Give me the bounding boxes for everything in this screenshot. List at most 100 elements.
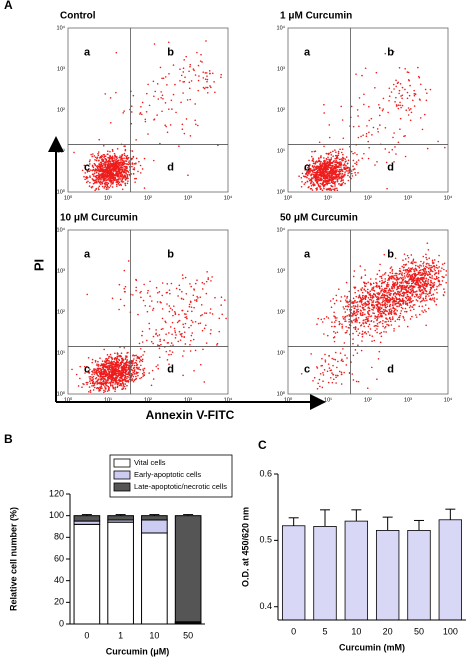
event-dot: [390, 310, 393, 313]
event-dot: [354, 321, 357, 323]
event-dot: [391, 287, 394, 290]
event-dot: [166, 131, 169, 134]
event-dot: [329, 151, 332, 154]
event-dot: [389, 311, 391, 313]
event-dot: [343, 342, 346, 344]
event-dot: [373, 321, 375, 323]
event-dot: [108, 171, 110, 174]
event-dot: [103, 166, 105, 169]
event-dot: [357, 310, 360, 313]
event-dot: [138, 160, 140, 163]
event-dot: [176, 321, 179, 324]
event-dot: [94, 175, 97, 178]
event-dot: [374, 164, 376, 166]
event-dot: [364, 290, 367, 292]
event-dot: [177, 295, 179, 297]
event-dot: [384, 325, 387, 328]
event-dot: [147, 133, 149, 135]
event-dot: [135, 286, 138, 289]
event-dot: [342, 306, 345, 308]
event-dot: [387, 312, 390, 315]
event-dot: [333, 325, 336, 328]
event-dot: [400, 288, 403, 291]
event-dot: [363, 152, 365, 155]
event-dot: [89, 378, 91, 380]
event-dot: [395, 104, 398, 106]
event-dot: [394, 303, 396, 306]
event-dot: [344, 311, 347, 313]
event-dot: [361, 333, 363, 335]
event-dot: [331, 162, 334, 164]
event-dot: [111, 150, 114, 152]
event-dot: [135, 372, 138, 375]
event-dot: [339, 173, 342, 175]
event-dot: [117, 182, 120, 185]
event-dot: [96, 177, 99, 179]
event-dot: [334, 154, 337, 157]
event-dot: [143, 187, 146, 189]
event-dot: [353, 286, 355, 289]
event-dot: [425, 280, 427, 282]
event-dot: [411, 282, 414, 285]
event-dot: [110, 122, 112, 124]
event-dot: [406, 290, 408, 293]
event-dot: [194, 299, 196, 301]
event-dot: [101, 387, 103, 389]
event-dot: [367, 331, 370, 333]
event-dot: [107, 357, 110, 359]
event-dot: [139, 291, 141, 294]
event-dot: [379, 321, 382, 323]
event-dot: [357, 344, 359, 347]
event-dot: [138, 342, 141, 345]
event-dot: [351, 315, 354, 317]
event-dot: [131, 364, 134, 366]
event-dot: [107, 362, 110, 364]
event-dot: [392, 290, 395, 292]
event-dot: [119, 159, 122, 161]
event-dot: [376, 284, 378, 286]
event-dot: [111, 384, 114, 387]
event-dot: [106, 372, 108, 375]
event-dot: [368, 302, 371, 305]
event-dot: [179, 79, 181, 82]
event-dot: [106, 378, 109, 380]
event-dot: [140, 359, 143, 362]
event-dot: [431, 275, 434, 277]
event-dot: [398, 295, 401, 297]
event-dot: [424, 299, 426, 302]
event-dot: [110, 160, 112, 163]
event-dot: [109, 368, 112, 371]
y-tick-label: 0.5: [259, 535, 272, 545]
event-dot: [103, 174, 106, 176]
event-dot: [168, 305, 171, 307]
event-dot: [185, 313, 187, 315]
legend-label: Early-apoptotic cells: [134, 470, 201, 479]
event-dot: [384, 306, 386, 308]
event-dot: [124, 162, 126, 165]
event-dot: [141, 330, 144, 333]
event-dot: [114, 386, 117, 389]
event-dot: [115, 363, 117, 365]
event-dot: [104, 161, 106, 164]
legend-swatch: [113, 482, 131, 492]
event-dot: [357, 308, 359, 311]
event-dot: [328, 152, 330, 155]
event-dot: [329, 160, 331, 163]
event-dot: [406, 71, 409, 73]
event-dot: [123, 157, 125, 160]
event-dot: [318, 160, 321, 162]
event-dot: [419, 117, 422, 119]
bar-segment: [141, 532, 168, 625]
event-dot: [151, 300, 153, 302]
event-dot: [152, 80, 155, 83]
event-dot: [90, 169, 92, 171]
event-dot: [98, 138, 101, 141]
event-dot: [190, 306, 193, 308]
event-dot: [328, 354, 330, 357]
event-dot: [431, 259, 434, 262]
event-dot: [404, 296, 407, 299]
quadrant-label: c: [84, 363, 90, 375]
event-dot: [313, 171, 316, 174]
event-dot: [131, 157, 134, 160]
event-dot: [408, 109, 411, 111]
